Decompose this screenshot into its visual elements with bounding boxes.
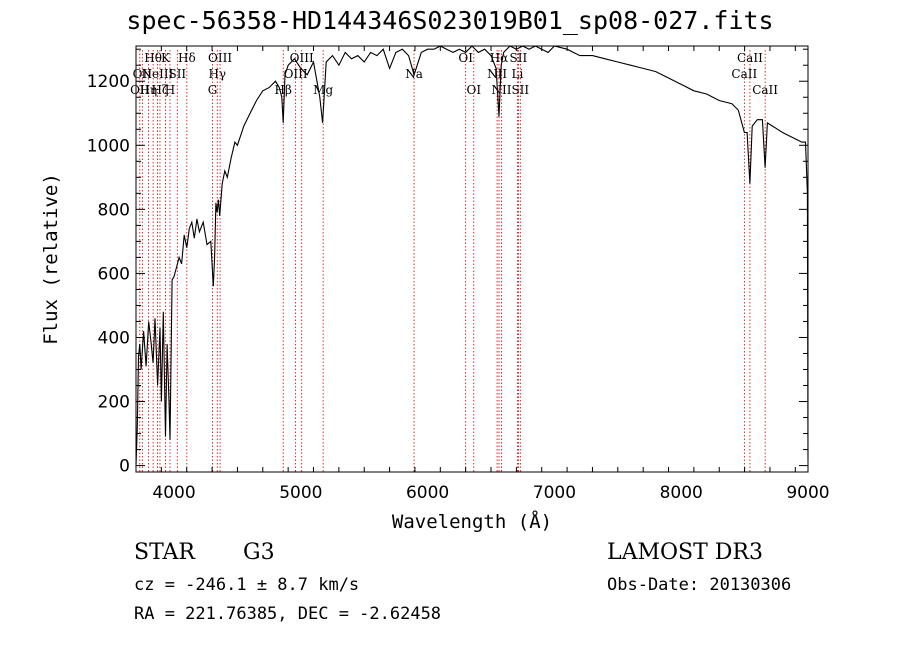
spectrum-line xyxy=(135,45,809,466)
x-tick-label: 9000 xyxy=(786,483,829,503)
line-marker-label: Hη xyxy=(140,83,158,97)
line-marker-label: K xyxy=(161,51,171,65)
y-tick-label: 200 xyxy=(98,393,130,413)
line-marker-label: OII xyxy=(133,67,153,81)
chart-title: spec-56358-HD144346S023019B01_sp08-027.f… xyxy=(126,6,774,35)
y-tick-label: 400 xyxy=(98,328,130,348)
observation-date: Obs-Date: 20130306 xyxy=(607,575,792,595)
y-tick-label: 600 xyxy=(98,264,130,284)
line-marker-label: OIII xyxy=(208,51,232,65)
line-marker-label: G xyxy=(208,83,218,97)
line-marker-label: NII xyxy=(492,83,512,97)
redshift-velocity: cz = -246.1 ± 8.7 km/s xyxy=(134,575,360,595)
y-tick-label: 0 xyxy=(119,457,130,477)
object-class: STAR xyxy=(134,540,195,565)
y-axis-label: Flux (relative) xyxy=(40,173,62,345)
line-marker-label: Mg xyxy=(313,83,333,97)
line-marker-label: Hδ xyxy=(178,51,196,65)
x-axis-ticks: 4000 5000 6000 7000 8000 9000 xyxy=(135,46,830,503)
y-tick-label: 1200 xyxy=(87,72,130,92)
line-marker-label: CaII xyxy=(737,51,763,65)
line-marker-label: SII xyxy=(168,67,186,81)
x-axis-label: Wavelength (Å) xyxy=(392,510,552,533)
line-marker-label: SII xyxy=(511,83,529,97)
y-tick-label: 1000 xyxy=(87,136,130,156)
survey-name: LAMOST DR3 xyxy=(607,540,763,565)
x-tick-label: 7000 xyxy=(533,483,576,503)
coordinates: RA = 221.76385, DEC = -2.62458 xyxy=(134,604,442,624)
spectral-line-markers xyxy=(139,50,766,472)
x-tick-label: 4000 xyxy=(152,483,195,503)
x-tick-label: 8000 xyxy=(660,483,703,503)
line-marker-label: Hθ xyxy=(144,51,162,65)
line-marker-label: OII xyxy=(130,83,150,97)
line-marker-label: OIII xyxy=(284,67,308,81)
x-tick-label: 5000 xyxy=(279,483,322,503)
spectral-subclass: G3 xyxy=(243,540,275,565)
line-marker-label: Hβ xyxy=(275,83,292,97)
line-marker-label: Hζ xyxy=(151,83,168,97)
line-marker-label: CaII xyxy=(731,67,757,81)
plot-frame xyxy=(135,45,809,473)
line-marker-label: OIII xyxy=(290,51,314,65)
x-tick-label: 6000 xyxy=(406,483,449,503)
line-marker-label: SII xyxy=(510,51,528,65)
line-marker-label: Hγ xyxy=(208,67,226,81)
y-axis-ticks: 0 200 400 600 800 1000 1200 xyxy=(87,48,808,477)
spectral-line-labels: OIIOIIHηHθNeIIIHζKHSIIHδGHγOIIIHβOIIIOII… xyxy=(130,51,778,97)
line-marker-label: NeIII xyxy=(142,67,174,81)
line-marker-label: Li xyxy=(511,67,523,81)
line-marker-label: NII xyxy=(487,67,507,81)
line-marker-label: CaII xyxy=(752,83,778,97)
line-marker-label: OI xyxy=(466,83,481,97)
line-marker-label: OI xyxy=(458,51,473,65)
line-marker-label: H xyxy=(165,83,175,97)
y-tick-label: 800 xyxy=(98,200,130,220)
